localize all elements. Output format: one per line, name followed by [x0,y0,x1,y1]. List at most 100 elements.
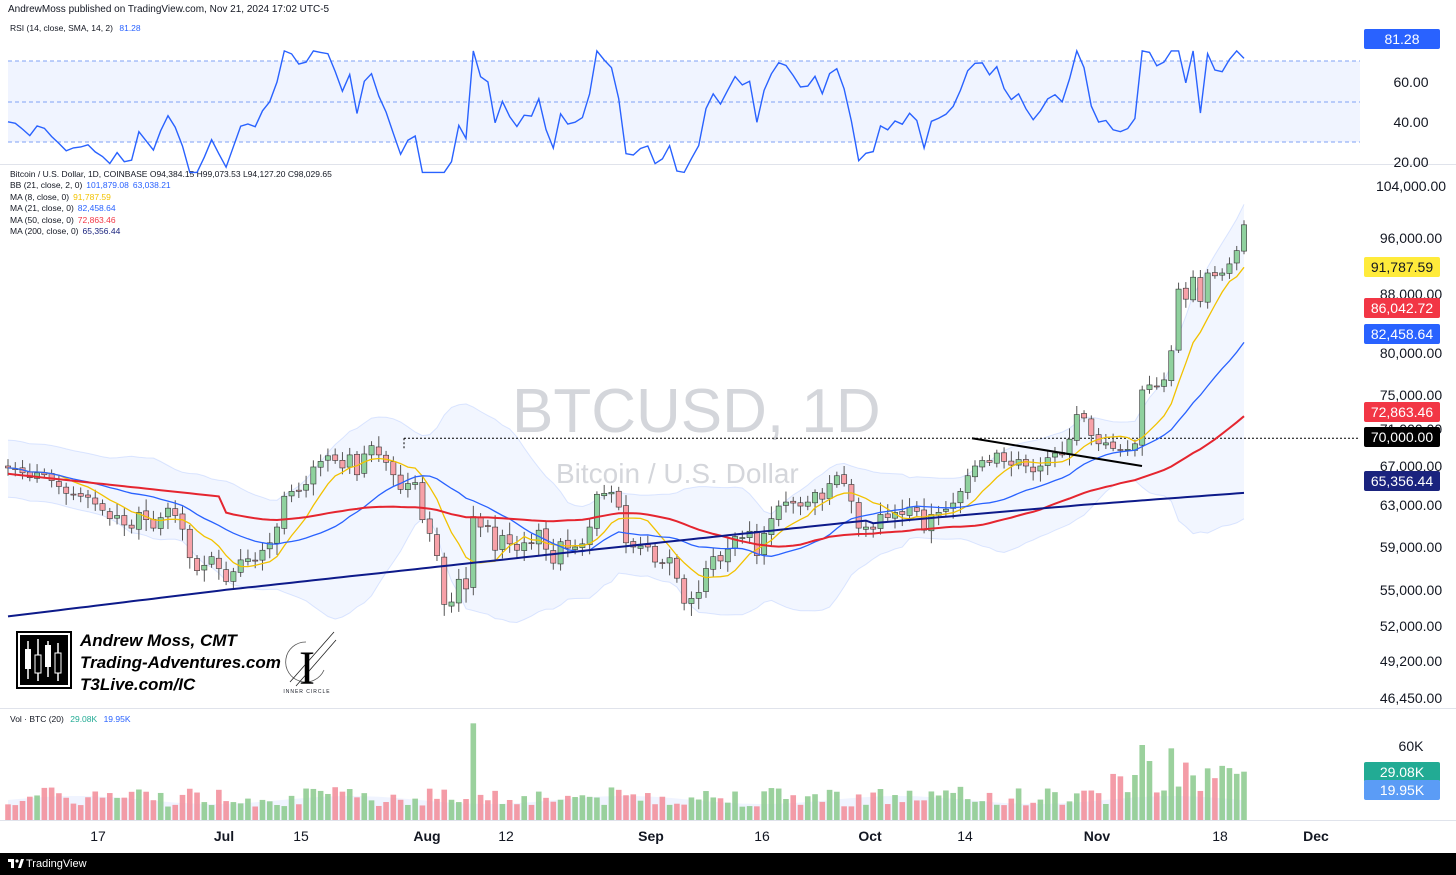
volume-bar [455,802,462,820]
indicator-label: MA (21, close, 0) [10,203,74,214]
candle-body [288,491,295,497]
candle-body [608,492,615,495]
volume-bar [48,787,55,820]
candle-body [259,549,266,561]
volume-bar [361,793,368,820]
candle [652,543,658,568]
volume-bar [906,790,913,820]
candle [310,460,317,496]
candle [317,454,324,477]
candle [783,491,789,513]
candle [281,491,288,535]
volume-bar [194,792,200,820]
candle [703,560,709,598]
candle-body [572,546,579,550]
volume-bar [172,804,179,820]
candle [121,508,128,537]
candle [99,499,106,516]
volume-bar [317,790,324,820]
time-tick-label: 15 [293,828,309,844]
candle-body [484,525,491,527]
candle-body [986,460,993,463]
volume-bar [783,798,789,820]
candle [913,501,920,517]
candle-body [375,446,382,456]
candle [1001,447,1007,469]
volume-bar [499,804,506,820]
candle-body [179,513,186,530]
candle-body [1102,442,1109,446]
candle [441,552,448,616]
indicator-legend-row: MA (21, close, 0) 82,458.64 [10,203,332,214]
candle [1117,444,1124,457]
volume-bar [1146,761,1153,820]
ma200-line [7,491,1245,618]
candle-body [812,492,818,504]
volume-bar [368,800,375,820]
candle-body [252,559,259,562]
candle [1008,451,1015,477]
volume-bar [1008,798,1015,820]
volume-bar [579,795,586,820]
volume-bar [623,795,629,820]
volume-bar [448,799,455,820]
candle-body [434,534,440,556]
candle-body [215,557,222,569]
volume-bar [92,791,99,820]
volume-ma-legend-value: 19.95K [103,714,131,724]
candle-body [913,507,920,512]
volume-pane-divider [0,708,1456,709]
candle-body [615,490,622,508]
candle-body [1190,276,1197,301]
candle-body [623,505,629,544]
candle-body [601,492,608,497]
candle [637,536,644,556]
candle-body [1233,250,1240,264]
volume-bar [1197,790,1204,820]
indicator-value: 65,356.44 [82,226,121,237]
volume-bar [1219,765,1225,820]
price-tick-label: 55,000.00 [1379,582,1443,598]
volume-bar [914,800,920,820]
candle-body [673,557,680,579]
candle-body [114,515,120,519]
candle-body [521,542,528,551]
volume-bar [179,794,186,820]
candle [1182,282,1189,308]
candle-body [1226,263,1233,274]
volume-bar [12,805,19,820]
candle-body [295,489,302,492]
volume-bar [114,797,120,820]
volume-bar [121,797,128,820]
candle-body [106,511,113,519]
volume-bar [288,795,295,820]
candle-body [1066,438,1073,455]
candle [964,468,971,500]
candle [594,491,600,537]
volume-bar [754,806,760,820]
volume-bar [266,801,273,820]
volume-bar [1226,768,1233,820]
volume-bar [136,789,142,820]
candle-body [564,539,571,549]
candle [1161,372,1167,393]
volume-bar [572,797,578,820]
candle [325,448,331,472]
candle-body [514,544,520,551]
candle-body [470,516,477,588]
volume-bar [223,801,229,820]
volume-bar [1103,803,1109,820]
volume-bar [339,791,346,820]
candle [993,449,1000,468]
volume-bar [143,791,149,820]
candle-body [1088,418,1095,436]
candle [950,492,957,519]
volume-bar [1052,792,1058,820]
candle [819,488,826,511]
candle-body [281,495,288,529]
candle [157,512,164,536]
volume-bar [979,801,986,820]
inner-circle-logo-icon: I INNER CIRCLE [276,628,338,698]
candle-body [863,526,869,530]
